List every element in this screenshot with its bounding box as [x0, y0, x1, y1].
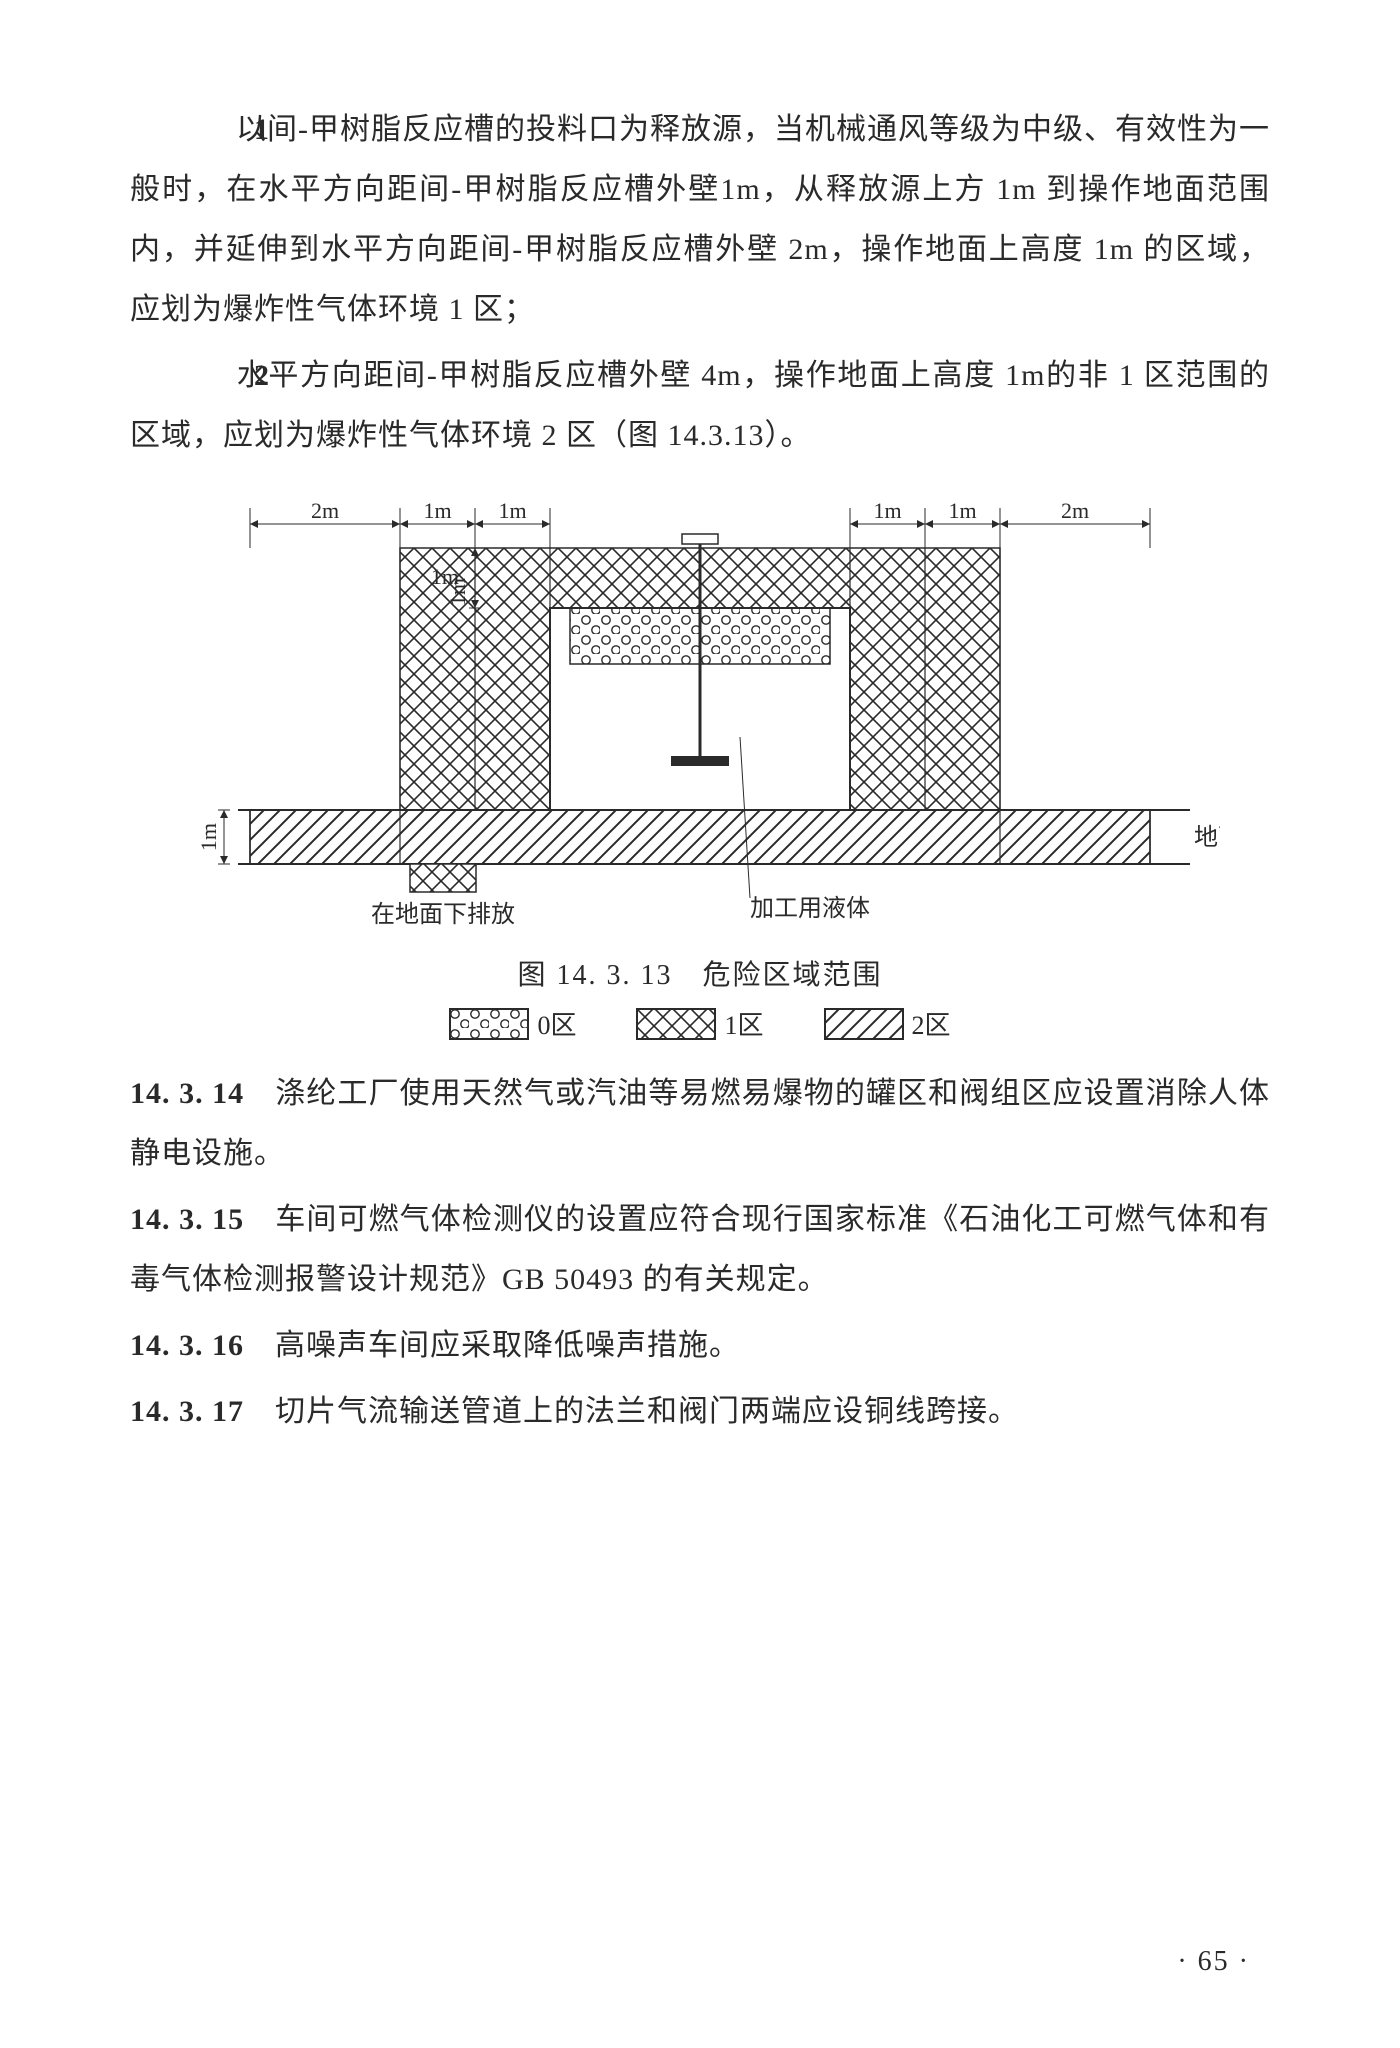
svg-text:地面: 地面	[1194, 824, 1220, 851]
svg-text:1m: 1m	[498, 498, 526, 523]
caption-number: 图 14. 3. 13	[517, 960, 672, 991]
figure-legend: 0区 1区 2区	[180, 1005, 1220, 1042]
figure: 2m1m1m1m1m2m1m1m1m地面在地面下排放加工用液体 图 14. 3.…	[180, 494, 1220, 1042]
legend-swatch-zone0	[449, 1008, 529, 1040]
legend-label-zone0: 0区	[537, 1005, 576, 1042]
item-text-1: 以间-甲树脂反应槽的投料口为释放源，当机械通风等级为中级、有效性为一般时，在水平…	[130, 113, 1270, 326]
item-number-2: 2	[192, 346, 236, 406]
section-number: 14. 3. 17	[130, 1395, 244, 1428]
section-14-3-17: 14. 3. 17 切片气流输送管道上的法兰和阀门两端应设铜线跨接。	[130, 1382, 1270, 1442]
page-number: · 65 ·	[1177, 1946, 1250, 1978]
item-number-1: 1	[192, 100, 236, 160]
svg-text:1m: 1m	[873, 498, 901, 523]
section-number: 14. 3. 14	[130, 1077, 244, 1110]
section-number: 14. 3. 16	[130, 1329, 244, 1362]
caption-text: 危险区域范围	[703, 960, 883, 991]
page: 1以间-甲树脂反应槽的投料口为释放源，当机械通风等级为中级、有效性为一般时，在水…	[0, 0, 1400, 2048]
svg-text:1m: 1m	[431, 564, 459, 589]
section-14-3-15: 14. 3. 15 车间可燃气体检测仪的设置应符合现行国家标准《石油化工可燃气体…	[130, 1190, 1270, 1310]
legend-zone2: 2区	[824, 1005, 951, 1042]
list-item-1: 1以间-甲树脂反应槽的投料口为释放源，当机械通风等级为中级、有效性为一般时，在水…	[130, 100, 1270, 340]
legend-swatch-zone1	[636, 1008, 716, 1040]
svg-text:2m: 2m	[1061, 498, 1089, 523]
svg-text:1m: 1m	[948, 498, 976, 523]
svg-text:1m: 1m	[423, 498, 451, 523]
legend-label-zone2: 2区	[912, 1005, 951, 1042]
svg-text:加工用液体: 加工用液体	[750, 895, 870, 922]
svg-text:2m: 2m	[311, 498, 339, 523]
section-text: 高噪声车间应采取降低噪声措施。	[275, 1329, 740, 1362]
section-text: 切片气流输送管道上的法兰和阀门两端应设铜线跨接。	[275, 1395, 1019, 1428]
section-number: 14. 3. 15	[130, 1203, 244, 1236]
section-14-3-14: 14. 3. 14 涤纶工厂使用天然气或汽油等易燃易爆物的罐区和阀组区应设置消除…	[130, 1064, 1270, 1184]
legend-zone1: 1区	[636, 1005, 763, 1042]
list-item-2: 2水平方向距间-甲树脂反应槽外壁 4m，操作地面上高度 1m的非 1 区范围的区…	[130, 346, 1270, 466]
legend-swatch-zone2	[824, 1008, 904, 1040]
item-text-2: 水平方向距间-甲树脂反应槽外壁 4m，操作地面上高度 1m的非 1 区范围的区域…	[130, 359, 1270, 452]
section-text: 涤纶工厂使用天然气或汽油等易燃易爆物的罐区和阀组区应设置消除人体静电设施。	[130, 1077, 1270, 1170]
hazard-zone-diagram: 2m1m1m1m1m2m1m1m1m地面在地面下排放加工用液体	[180, 494, 1220, 934]
legend-label-zone1: 1区	[724, 1005, 763, 1042]
svg-text:在地面下排放: 在地面下排放	[371, 901, 515, 928]
svg-text:1m: 1m	[196, 823, 221, 851]
figure-caption: 图 14. 3. 13 危险区域范围	[180, 953, 1220, 993]
legend-zone0: 0区	[449, 1005, 576, 1042]
section-text: 车间可燃气体检测仪的设置应符合现行国家标准《石油化工可燃气体和有毒气体检测报警设…	[130, 1203, 1270, 1296]
section-14-3-16: 14. 3. 16 高噪声车间应采取降低噪声措施。	[130, 1316, 1270, 1376]
